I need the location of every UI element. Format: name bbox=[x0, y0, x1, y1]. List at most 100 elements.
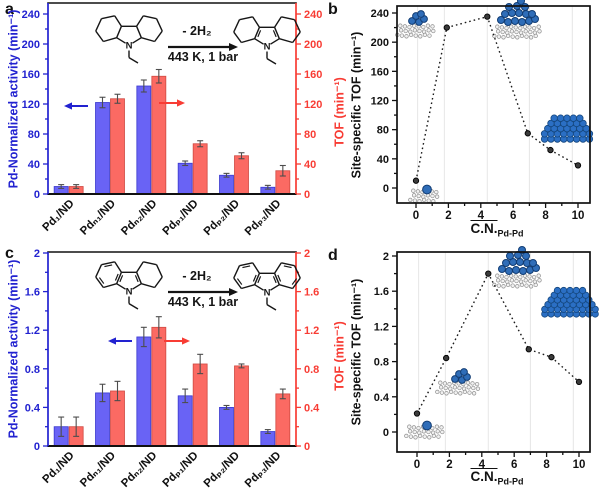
data-point bbox=[548, 354, 555, 361]
panel-a-left-axis-title: Pd-Normalized activity (min⁻¹) bbox=[6, 9, 21, 189]
category-label: Pdₚ₁/ND bbox=[161, 198, 201, 238]
data-point bbox=[524, 130, 531, 137]
x-tick-label: 2 bbox=[446, 459, 452, 471]
large-Pd-cluster-icon bbox=[498, 246, 540, 275]
panel-b-x-axis-label: C.N.Pd-Pd bbox=[471, 221, 524, 239]
x-tick-label: 10 bbox=[572, 210, 585, 222]
left-tick-label: 1.6 bbox=[25, 287, 40, 299]
y-tick-label: 40 bbox=[377, 154, 389, 166]
panel-c-reaction-conditions: 443 K, 1 bar bbox=[167, 295, 239, 309]
octahydro-N-ethylcarbazole-structure-icon: N bbox=[233, 16, 301, 65]
right-tick-label: 120 bbox=[304, 99, 322, 111]
data-point bbox=[443, 24, 450, 31]
panel-a-chart: 0 0 40 40 80 80 120 120 160 160 200 200 240 240 Pd₁/ND… bbox=[22, 2, 322, 238]
panel-label-d: d bbox=[328, 247, 338, 264]
left-tick-label: 1.2 bbox=[25, 325, 40, 337]
dodecahydro-N-ethylcarbazole-structure-icon: N bbox=[95, 15, 163, 64]
left-axis-pointer-arrow bbox=[108, 337, 132, 345]
cn-overline-text: C.N. bbox=[470, 221, 498, 236]
axes-frame: 0 2 4 6 8 10 0 40 80 120 160 200 240 bbox=[371, 5, 591, 222]
left-tick-label: 120 bbox=[22, 99, 40, 111]
y-tick-label: 200 bbox=[371, 37, 389, 49]
right-tick-label: 0.4 bbox=[304, 402, 320, 414]
bar bbox=[234, 155, 249, 195]
bar bbox=[275, 393, 291, 447]
right-tick-label: 0.8 bbox=[304, 364, 319, 376]
Pd-nanoparticle-icon bbox=[540, 114, 594, 143]
y-tick-label: 120 bbox=[371, 96, 389, 108]
data-point bbox=[443, 354, 450, 362]
bar bbox=[151, 326, 167, 447]
data-point bbox=[413, 410, 421, 417]
x-tick-label: 2 bbox=[445, 210, 451, 222]
data-point bbox=[575, 378, 583, 385]
panel-d-chart: 0 2 4 6 8 10 0 0.4 0.8 1.2 1.6 2 bbox=[374, 246, 599, 471]
nitrogen-atom-label: N bbox=[264, 288, 271, 299]
right-tick-label: 0 bbox=[304, 189, 310, 201]
right-tick-label: 1.2 bbox=[304, 325, 319, 337]
axes-frame: 0 0 40 40 80 80 120 120 160 160 200 200 240 240 bbox=[22, 2, 322, 201]
cn-subscript: Pd-Pd bbox=[497, 476, 524, 487]
data-point bbox=[484, 13, 491, 20]
panel-label-b: b bbox=[328, 1, 338, 18]
panel-d-y-axis-title: Site-specific TOF (min⁻¹) bbox=[349, 278, 364, 426]
category-label: Pdₚ₃/ND bbox=[243, 450, 284, 488]
Pd-nanoparticle-icon bbox=[541, 286, 599, 318]
cn-subscript: Pd-Pd bbox=[497, 228, 524, 239]
bar bbox=[177, 395, 193, 447]
data-point bbox=[574, 162, 582, 169]
data-point bbox=[525, 346, 532, 353]
y-tick-label: 0 bbox=[383, 427, 389, 439]
data-points bbox=[413, 270, 583, 417]
cn-overline-text: C.N. bbox=[470, 469, 498, 484]
x-tick-label: 10 bbox=[573, 459, 586, 471]
left-tick-label: 160 bbox=[22, 69, 40, 81]
y-tick-label: 240 bbox=[371, 8, 389, 20]
category-label: Pdₙ₂/ND bbox=[119, 450, 159, 488]
data-point bbox=[485, 270, 492, 277]
right-tick-label: 200 bbox=[304, 39, 322, 51]
y-tick-label: 0 bbox=[383, 183, 389, 195]
panel-label-a: a bbox=[5, 1, 14, 18]
y-tick-label: 0.4 bbox=[374, 392, 390, 404]
panel-c-reaction-formula: - 2H₂ bbox=[182, 269, 212, 283]
bars bbox=[53, 316, 291, 447]
left-tick-label: 40 bbox=[28, 159, 40, 171]
reaction-arrow bbox=[168, 42, 238, 52]
single-Pd-atom-icon bbox=[422, 420, 432, 431]
left-tick-label: 0.8 bbox=[25, 364, 40, 376]
bar bbox=[136, 336, 152, 447]
left-tick-label: 0 bbox=[34, 189, 40, 201]
right-axis-pointer-arrow bbox=[159, 99, 185, 107]
category-label: Pdₚ₂/ND bbox=[202, 198, 242, 238]
small-Pd-cluster-icon bbox=[451, 368, 471, 384]
bar bbox=[192, 363, 208, 447]
bars bbox=[53, 68, 291, 195]
x-tick-label: 8 bbox=[543, 459, 550, 471]
bar bbox=[136, 85, 152, 195]
x-tick-label: 4 bbox=[479, 459, 486, 471]
y-tick-label: 160 bbox=[371, 66, 389, 78]
right-tick-label: 0 bbox=[304, 441, 310, 453]
panel-a-reaction-conditions: 443 K, 1 bar bbox=[167, 50, 239, 64]
right-tick-label: 240 bbox=[304, 9, 322, 21]
y-tick-label: 80 bbox=[377, 125, 389, 137]
bar bbox=[234, 365, 249, 447]
small-Pd-cluster-icon bbox=[408, 10, 428, 26]
left-tick-label: 80 bbox=[28, 129, 40, 141]
support-flake-icon bbox=[492, 273, 542, 289]
y-tick-label: 2 bbox=[383, 251, 389, 263]
category-label: Pd₁/ND bbox=[41, 450, 77, 486]
bar bbox=[219, 174, 234, 195]
left-tick-label: 2 bbox=[34, 248, 40, 260]
data-point bbox=[412, 177, 420, 184]
x-tick-label: 6 bbox=[510, 210, 516, 222]
x-tick-label: 4 bbox=[478, 210, 485, 222]
bar bbox=[110, 98, 125, 195]
data-points bbox=[412, 13, 582, 184]
bar bbox=[151, 75, 167, 195]
x-tick-label: 0 bbox=[413, 210, 419, 222]
